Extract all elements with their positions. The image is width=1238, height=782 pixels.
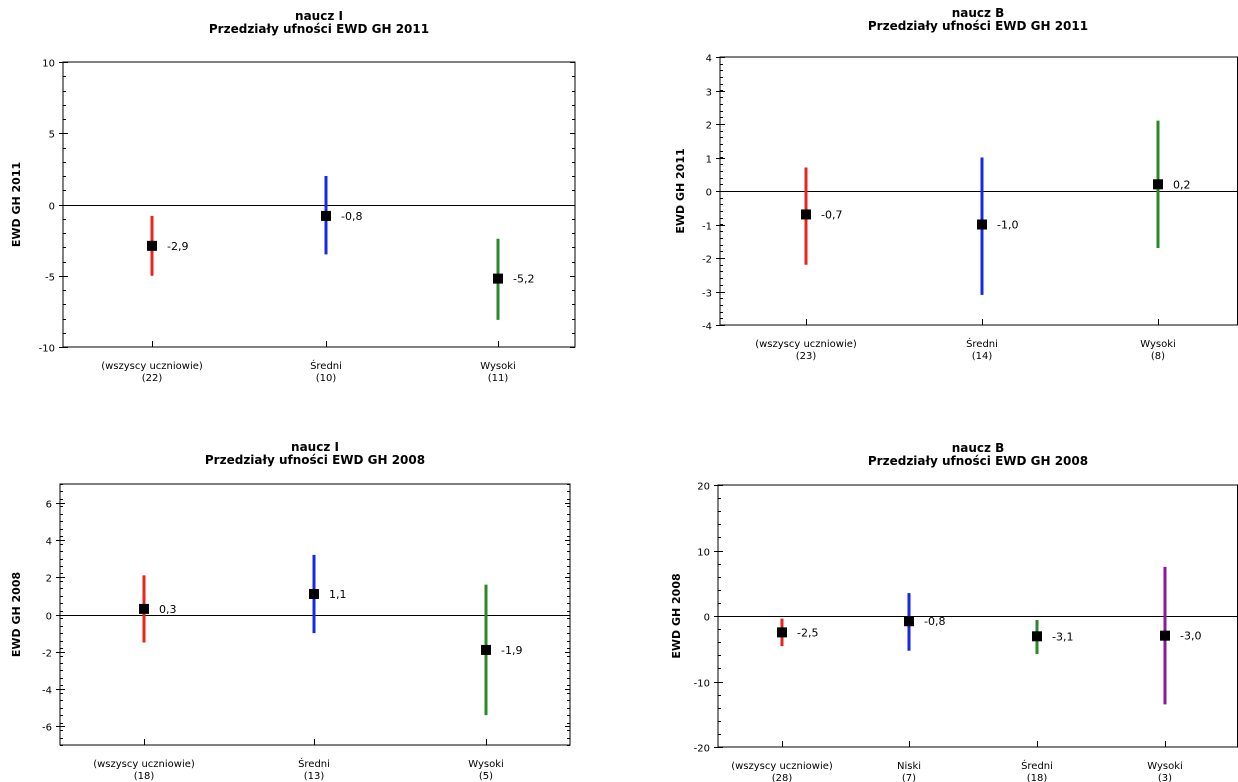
value-label: -0,8 [924, 615, 945, 628]
x-tick-label: (wszyscy uczniowie) [93, 759, 195, 770]
x-tick-count: (3) [1158, 773, 1172, 782]
chart-subtitle: Przedziały ufności EWD GH 2008 [205, 453, 425, 467]
y-tick-label: -10 [694, 679, 710, 690]
x-tick-count: (5) [479, 771, 493, 782]
y-tick-label: -4 [42, 686, 52, 697]
y-tick-label: 3 [706, 88, 712, 99]
y-tick-label: -1 [702, 222, 712, 233]
value-label: 0,3 [159, 603, 177, 616]
point-estimate-marker [904, 616, 914, 627]
x-tick-count: (23) [796, 351, 817, 362]
y-tick-label: 1 [706, 155, 712, 166]
point-estimate-marker [493, 273, 503, 284]
x-tick-count: (11) [488, 373, 509, 384]
value-label: -1,9 [501, 644, 522, 657]
x-tick-label: Wysoki [480, 361, 516, 372]
point-estimate-marker [139, 603, 149, 614]
value-label: -1,0 [997, 219, 1018, 232]
y-tick-label: 0 [46, 612, 52, 623]
y-axis-label: EWD GH 2008 [10, 572, 23, 657]
y-tick-label: 4 [46, 537, 52, 548]
value-label: -2,5 [797, 626, 818, 639]
x-tick-label: (wszyscy uczniowie) [755, 339, 857, 350]
y-tick-label: -2 [42, 649, 52, 660]
point-estimate-marker [309, 588, 319, 599]
point-estimate-marker [321, 210, 331, 221]
x-tick-label: (wszyscy uczniowie) [101, 361, 203, 372]
chart-title: naucz B [952, 441, 1005, 455]
value-label: -5,2 [513, 273, 534, 286]
y-tick-label: -10 [39, 344, 55, 355]
y-tick-label: 20 [697, 482, 710, 493]
y-tick-label: -3 [702, 289, 712, 300]
y-tick-label: 5 [49, 130, 55, 141]
y-tick-label: 4 [706, 54, 712, 65]
x-tick-label: Wysoki [1140, 339, 1176, 350]
x-tick-count: (18) [1027, 773, 1048, 782]
y-tick-label: 6 [46, 500, 52, 511]
x-tick-label: (wszyscy uczniowie) [731, 761, 833, 772]
x-tick-count: (22) [142, 373, 163, 384]
x-tick-label: Średni [310, 359, 342, 372]
x-tick-count: (7) [902, 773, 916, 782]
value-label: -2,9 [167, 240, 188, 253]
y-tick-label: -4 [702, 322, 712, 333]
x-tick-count: (28) [772, 773, 793, 782]
y-tick-label: -20 [694, 744, 710, 755]
point-estimate-marker [801, 209, 811, 220]
value-label: -0,8 [341, 210, 362, 223]
x-tick-label: Średni [298, 757, 330, 770]
value-label: -0,7 [821, 208, 842, 221]
value-label: -3,0 [1180, 630, 1201, 643]
x-tick-count: (14) [972, 351, 993, 362]
y-tick-label: 0 [704, 613, 710, 624]
point-estimate-marker [1153, 179, 1163, 190]
chart-title: naucz I [291, 440, 339, 454]
value-label: -3,1 [1052, 630, 1073, 643]
y-axis-label: EWD GH 2011 [10, 162, 23, 247]
chart-title: naucz I [295, 9, 343, 23]
y-tick-label: 10 [697, 548, 710, 559]
x-tick-label: Wysoki [468, 759, 504, 770]
y-tick-label: 2 [46, 574, 52, 585]
chart-subtitle: Przedziały ufności EWD GH 2011 [209, 22, 429, 36]
y-tick-label: -2 [702, 255, 712, 266]
chart-subtitle: Przedziały ufności EWD GH 2008 [868, 454, 1088, 468]
x-tick-label: Wysoki [1147, 761, 1183, 772]
value-label: 1,1 [329, 588, 347, 601]
y-tick-label: -5 [45, 273, 55, 284]
x-tick-label: Średni [966, 337, 998, 350]
point-estimate-marker [777, 627, 787, 638]
chart-subtitle: Przedziały ufności EWD GH 2011 [868, 19, 1088, 33]
x-tick-label: Niski [897, 761, 921, 772]
point-estimate-marker [1032, 631, 1042, 642]
x-tick-count: (10) [316, 373, 337, 384]
y-tick-label: 10 [42, 59, 55, 70]
point-estimate-marker [481, 644, 491, 655]
x-tick-count: (13) [304, 771, 325, 782]
y-tick-label: -6 [42, 723, 52, 734]
value-label: 0,2 [1173, 178, 1191, 191]
y-axis-label: EWD GH 2011 [674, 148, 687, 233]
y-axis-label: EWD GH 2008 [670, 573, 683, 658]
y-tick-label: 2 [706, 121, 712, 132]
y-tick-label: 0 [706, 188, 712, 199]
point-estimate-marker [147, 240, 157, 251]
point-estimate-marker [1160, 630, 1170, 641]
x-tick-label: Średni [1021, 759, 1053, 772]
point-estimate-marker [977, 219, 987, 230]
y-tick-label: 0 [49, 202, 55, 213]
x-tick-count: (8) [1151, 351, 1165, 362]
chart-title: naucz B [952, 6, 1005, 20]
plot-frame [62, 61, 576, 348]
x-tick-count: (18) [134, 771, 155, 782]
